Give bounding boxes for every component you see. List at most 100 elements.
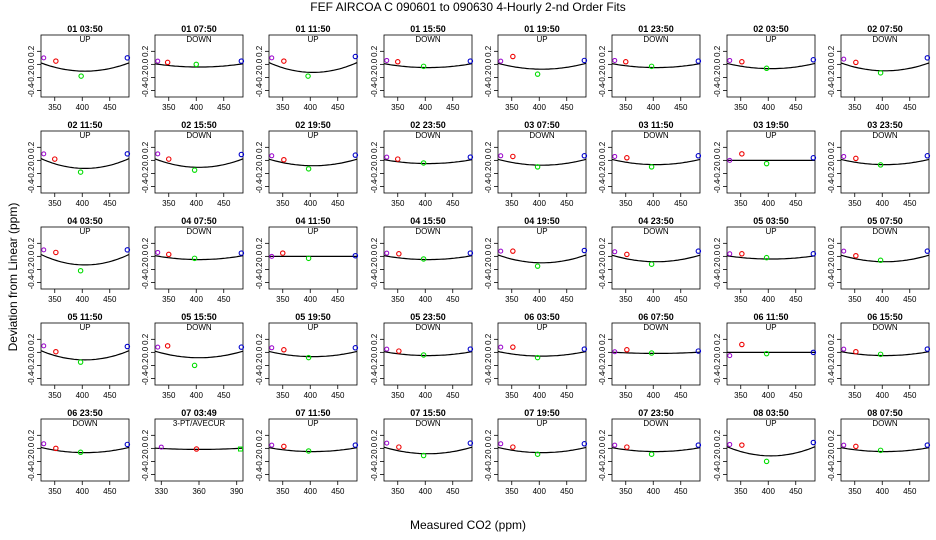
fit-curve (497, 446, 587, 454)
y-tick-label: -0.2 (827, 166, 836, 180)
y-tick-label: 0.2 (713, 429, 722, 441)
y-tick-label: 0.0 (713, 154, 722, 166)
fit-curve (268, 158, 358, 167)
data-point-4 (124, 247, 131, 253)
y-tick-label: 0.2 (255, 237, 264, 249)
y-tick-label: -0.2 (484, 70, 493, 84)
x-tick-label: 350 (162, 103, 176, 112)
panel-frame (611, 130, 701, 194)
x-tick-label: 400 (190, 391, 204, 400)
panel-label: DOWN (415, 227, 441, 236)
x-tick-label: 400 (419, 391, 433, 400)
data-point-3 (763, 350, 770, 357)
data-point-4 (352, 152, 359, 158)
x-tick-label: 400 (76, 295, 90, 304)
panel-title: 06 15:50 (867, 312, 903, 322)
x-tick-label: 450 (331, 487, 345, 496)
y-tick-label: 0.0 (27, 154, 36, 166)
y-tick-label: -0.2 (141, 166, 150, 180)
x-tick-label: 350 (391, 487, 405, 496)
x-tick-label: 450 (331, 103, 345, 112)
data-point-4 (467, 58, 474, 64)
x-tick-label: 350 (848, 199, 862, 208)
x-tick-label: 450 (674, 295, 688, 304)
data-point-2 (53, 58, 59, 64)
x-tick-label: 350 (619, 295, 633, 304)
y-tick-label: 0.2 (370, 429, 379, 441)
data-point-3 (877, 70, 884, 76)
x-tick-label: 400 (533, 295, 547, 304)
panel-frame (726, 418, 816, 482)
y-tick-label: -0.2 (370, 262, 379, 276)
x-tick-label: 400 (76, 199, 90, 208)
panel-label: DOWN (529, 131, 555, 140)
y-tick-label: 0.0 (141, 346, 150, 358)
x-tick-label: 350 (48, 199, 62, 208)
panel-title: 03 07:50 (524, 120, 560, 130)
panel-frame (40, 226, 130, 290)
panel-title: 07 15:50 (410, 408, 446, 418)
panel-label: UP (307, 227, 318, 236)
data-point-2 (164, 59, 171, 66)
x-tick-label: 450 (217, 103, 231, 112)
data-point-2 (281, 156, 287, 163)
data-point-3 (877, 257, 884, 264)
data-point-2 (739, 341, 745, 348)
panel-frame (497, 34, 587, 98)
data-point-3 (648, 451, 655, 457)
panel-frame (726, 226, 816, 290)
data-point-3 (191, 362, 198, 369)
y-tick-label: -0.2 (827, 454, 836, 468)
x-tick-label: 450 (446, 487, 460, 496)
data-point-4 (581, 247, 588, 254)
y-tick-label: -0.2 (370, 70, 379, 84)
x-tick-label: 450 (789, 487, 803, 496)
x-tick-label: 350 (391, 295, 405, 304)
y-tick-label: 0.0 (255, 154, 264, 166)
y-tick-label: -0.2 (370, 166, 379, 180)
data-point-3 (191, 167, 198, 173)
x-tick-label: 350 (619, 487, 633, 496)
data-point-3 (534, 71, 541, 77)
data-point-4 (581, 153, 588, 159)
panel-label: DOWN (415, 323, 441, 332)
panel-frame (154, 34, 244, 98)
data-point-low (727, 251, 733, 257)
y-tick-label: -0.4 (141, 275, 150, 289)
x-tick-label: 350 (734, 391, 748, 400)
panel-frame (497, 322, 587, 386)
fit-curve (611, 254, 701, 263)
fit-curve (154, 63, 244, 68)
panel-title: 06 07:50 (638, 312, 674, 322)
x-tick-label: 450 (446, 391, 460, 400)
fit-curve (611, 351, 701, 354)
panel-title: 02 11:50 (67, 120, 102, 130)
x-tick-label: 350 (276, 295, 290, 304)
panel-frame (154, 322, 244, 386)
fit-curve (383, 255, 473, 261)
data-point-low (384, 154, 390, 160)
x-tick-label: 450 (789, 199, 803, 208)
x-tick-label: 400 (762, 199, 776, 208)
data-point-2 (281, 58, 287, 64)
x-tick-label: 450 (903, 295, 917, 304)
x-tick-label: 350 (619, 391, 633, 400)
x-tick-label: 450 (446, 103, 460, 112)
y-tick-label: 0.2 (141, 237, 150, 249)
panel-label: UP (79, 131, 90, 140)
x-tick-label: 400 (647, 199, 661, 208)
data-point-3 (648, 63, 655, 70)
data-point-4 (581, 441, 588, 447)
x-tick-label: 400 (190, 295, 204, 304)
y-tick-label: -0.4 (27, 275, 36, 289)
data-point-2 (394, 156, 401, 162)
x-tick-label: 400 (190, 199, 204, 208)
x-tick-label: 350 (162, 199, 176, 208)
fit-curve (40, 350, 130, 361)
panel-label: UP (307, 35, 318, 44)
x-tick-label: 400 (876, 199, 890, 208)
x-tick-label: 400 (76, 487, 90, 496)
